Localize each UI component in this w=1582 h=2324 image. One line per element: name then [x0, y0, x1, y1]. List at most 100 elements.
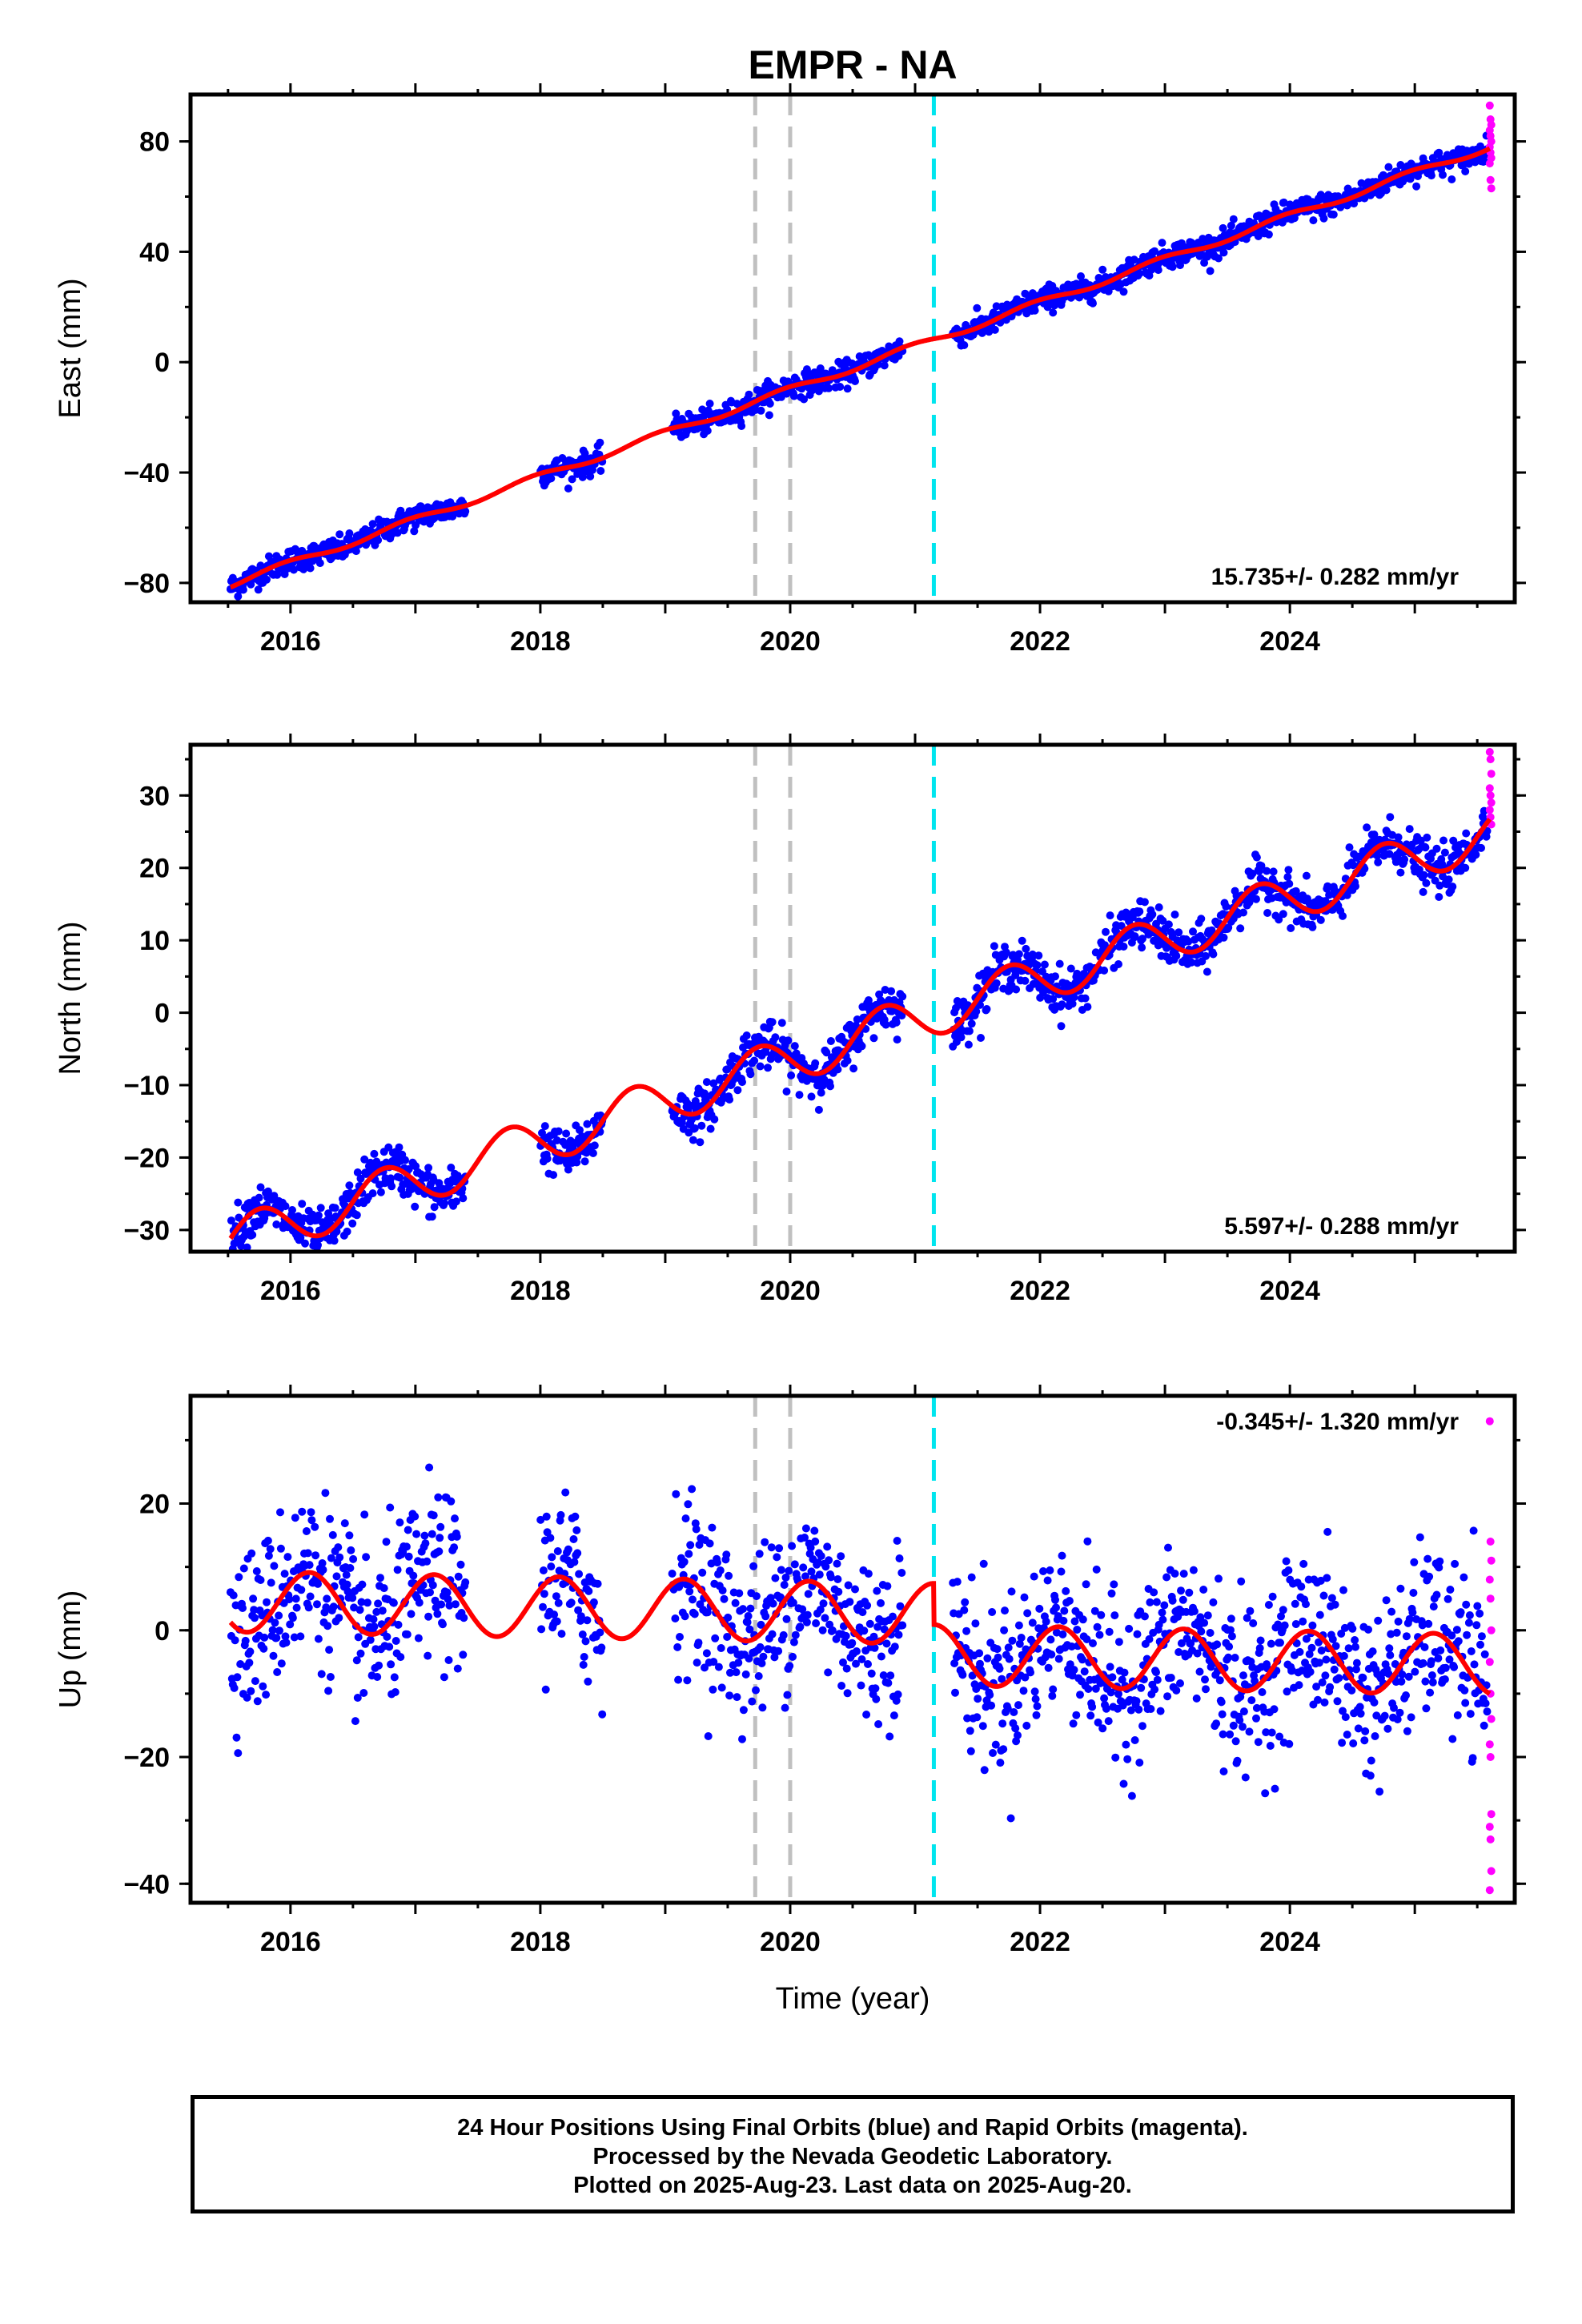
- final-orbit-point: [680, 1558, 689, 1566]
- final-orbit-point: [975, 1649, 984, 1658]
- final-orbit-point: [359, 1689, 368, 1697]
- final-orbit-point: [873, 1586, 881, 1595]
- final-orbit-point: [1349, 1739, 1358, 1747]
- final-orbit-point: [1059, 1616, 1068, 1625]
- final-orbit-point: [684, 1500, 693, 1509]
- rapid-orbit-point: [1486, 755, 1495, 764]
- final-orbit-point: [706, 1124, 715, 1133]
- final-orbit-point: [672, 1490, 681, 1498]
- final-orbit-point: [966, 1747, 975, 1755]
- final-orbit-point: [248, 1231, 257, 1239]
- final-orbit-point: [749, 1562, 758, 1570]
- final-orbit-point: [1394, 1617, 1403, 1626]
- final-orbit-point: [693, 1659, 701, 1667]
- final-orbit-point: [967, 1573, 976, 1582]
- final-orbit-point: [1284, 1566, 1293, 1574]
- final-orbit-point: [1164, 920, 1173, 929]
- final-orbit-point: [849, 1064, 858, 1073]
- final-orbit-point: [443, 1588, 452, 1597]
- final-orbit-point: [407, 1610, 416, 1618]
- final-orbit-point: [724, 1613, 733, 1622]
- final-orbit-point: [256, 1576, 265, 1584]
- final-orbit-point: [673, 1642, 682, 1651]
- final-orbit-point: [250, 1606, 259, 1614]
- final-orbit-point: [1267, 1639, 1275, 1648]
- final-orbit-point: [702, 1649, 711, 1658]
- final-orbit-point: [314, 1634, 323, 1643]
- final-orbit-point: [983, 1654, 992, 1663]
- final-orbit-point: [1132, 1697, 1141, 1706]
- final-orbit-point: [1069, 1719, 1078, 1728]
- final-orbit-point: [1249, 1619, 1258, 1627]
- final-orbit-point: [247, 1687, 255, 1695]
- final-orbit-point: [1467, 1647, 1476, 1655]
- y-tick-label: 20: [139, 854, 170, 884]
- final-orbit-point: [321, 1489, 330, 1498]
- final-orbit-point: [1270, 1705, 1279, 1714]
- final-orbit-point: [301, 1239, 309, 1248]
- final-orbit-point: [843, 1689, 852, 1698]
- final-orbit-point: [704, 1732, 713, 1740]
- final-orbit-point: [790, 1560, 799, 1569]
- final-orbit-point: [1239, 1723, 1247, 1731]
- final-orbit-point: [1419, 887, 1427, 896]
- final-orbit-point: [1114, 1690, 1122, 1699]
- up-plot-area: [226, 1396, 1496, 1903]
- final-orbit-point: [1035, 1604, 1044, 1613]
- final-orbit-point: [288, 1614, 297, 1622]
- final-orbit-point: [444, 1656, 453, 1664]
- final-orbit-point: [376, 1188, 385, 1196]
- final-orbit-point: [743, 1618, 752, 1626]
- final-orbit-point: [303, 1549, 312, 1558]
- final-orbit-point: [880, 361, 889, 370]
- final-orbit-point: [1177, 1586, 1185, 1595]
- final-orbit-point: [965, 1027, 974, 1035]
- final-orbit-point: [1030, 1687, 1039, 1696]
- final-orbit-point: [1263, 909, 1272, 917]
- east-plot-area: [226, 94, 1496, 602]
- final-orbit-point: [1343, 1731, 1351, 1739]
- final-orbit-point: [1028, 1618, 1037, 1627]
- final-orbit-point: [1135, 907, 1144, 916]
- final-orbit-point: [1156, 1707, 1165, 1715]
- final-orbit-point: [227, 1216, 235, 1225]
- final-orbit-point: [324, 1687, 333, 1695]
- final-orbit-point: [1138, 943, 1146, 952]
- final-orbit-point: [440, 1673, 448, 1682]
- final-orbit-point: [241, 1636, 250, 1645]
- final-orbit-point: [882, 1639, 891, 1648]
- final-orbit-point: [1477, 843, 1485, 852]
- final-orbit-point: [877, 1598, 885, 1607]
- final-orbit-point: [580, 1157, 589, 1166]
- final-orbit-point: [1388, 830, 1397, 839]
- final-orbit-point: [690, 1124, 699, 1132]
- final-orbit-point: [1330, 1665, 1339, 1674]
- final-orbit-point: [1138, 1722, 1146, 1731]
- final-orbit-point: [705, 1539, 714, 1548]
- chart-title: EMPR - NA: [748, 42, 957, 87]
- final-orbit-point: [826, 1573, 835, 1582]
- final-orbit-point: [431, 1596, 440, 1605]
- final-orbit-point: [843, 1056, 852, 1065]
- final-orbit-point: [800, 395, 809, 404]
- final-orbit-point: [386, 1503, 395, 1512]
- final-orbit-point: [857, 1042, 866, 1051]
- final-orbit-point: [734, 1659, 743, 1667]
- final-orbit-point: [1095, 1630, 1104, 1639]
- final-orbit-point: [733, 1693, 741, 1702]
- final-orbit-point: [685, 1587, 694, 1596]
- final-orbit-point: [1348, 1624, 1357, 1633]
- final-orbit-point: [1174, 928, 1183, 937]
- final-orbit-point: [739, 1706, 748, 1715]
- final-orbit-point: [1461, 167, 1470, 175]
- final-orbit-point: [401, 1156, 409, 1164]
- final-orbit-point: [1374, 1616, 1383, 1625]
- final-orbit-point: [893, 1035, 901, 1044]
- final-orbit-point: [575, 1570, 584, 1578]
- final-orbit-point: [1189, 1566, 1198, 1574]
- final-orbit-point: [1030, 306, 1039, 315]
- final-orbit-point: [1158, 916, 1167, 925]
- final-orbit-point: [1285, 879, 1294, 888]
- rapid-orbit-point: [1485, 1823, 1494, 1831]
- final-orbit-point: [291, 1514, 299, 1522]
